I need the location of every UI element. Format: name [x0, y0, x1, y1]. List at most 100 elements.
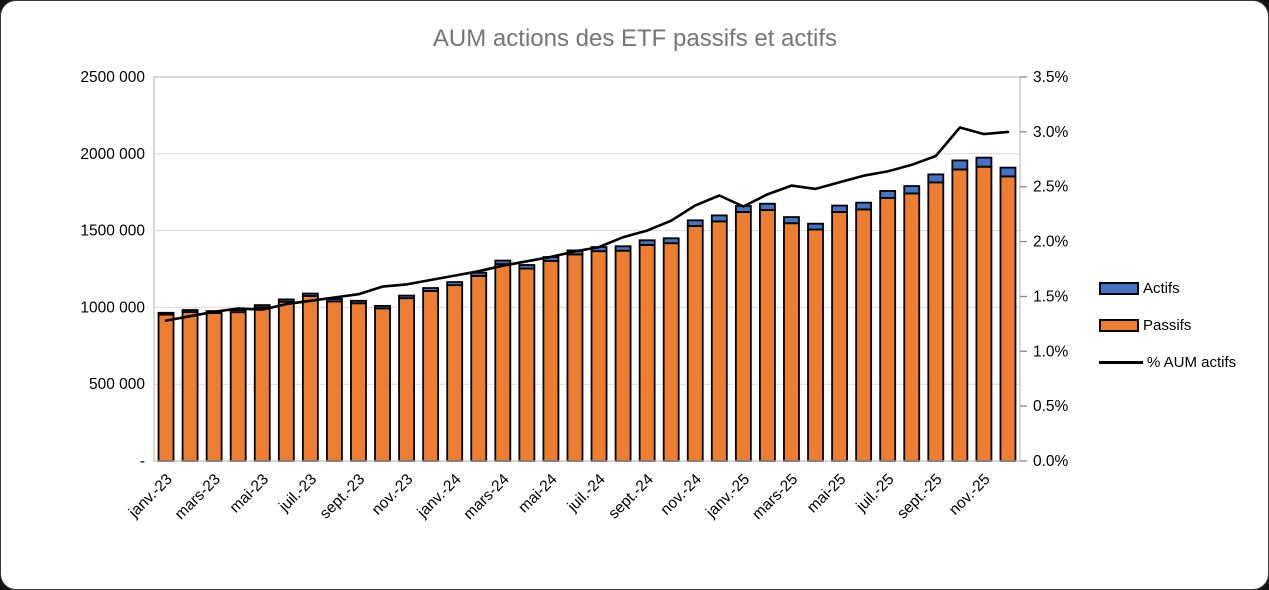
bar-passifs [422, 290, 440, 462]
bar-passifs [350, 302, 367, 462]
chart-legend: Actifs Passifs % AUM actifs [1099, 277, 1236, 373]
left-axis-label: 2000 000 [80, 146, 145, 163]
bar-actifs [157, 311, 175, 316]
x-axis-label: mai-25 [804, 471, 850, 517]
left-axis-label: 1500 000 [80, 223, 145, 240]
bar-passifs [807, 228, 824, 462]
legend-label-pct-aum-actifs: % AUM actifs [1147, 353, 1237, 371]
bar-actifs [759, 202, 776, 211]
x-axis-label: mai-23 [227, 471, 273, 517]
x-axis-label: nov.-23 [369, 471, 417, 519]
bar-passifs [710, 220, 728, 462]
bar-actifs [662, 237, 680, 245]
bar-actifs [277, 298, 295, 303]
bar-actifs [181, 309, 199, 313]
bar-actifs [614, 245, 632, 252]
bar-actifs [783, 216, 800, 225]
x-axis-label: sept.-24 [605, 471, 657, 523]
bar-passifs [638, 243, 656, 462]
legend-item-actifs: Actifs [1099, 277, 1236, 299]
x-axis-label: nov.-24 [657, 471, 705, 519]
bar-actifs [229, 309, 247, 314]
bar-actifs [951, 159, 969, 171]
bar-actifs [350, 299, 367, 305]
bar-passifs [374, 307, 391, 462]
legend-item-passifs: Passifs [1099, 314, 1236, 336]
left-axis-label: - [140, 453, 145, 470]
bar-actifs [374, 304, 391, 310]
bar-passifs [542, 259, 560, 462]
bar-actifs [975, 156, 993, 168]
bar-passifs [759, 209, 776, 462]
bar-actifs [686, 219, 704, 227]
bar-actifs [301, 292, 319, 297]
bar-actifs [398, 294, 415, 300]
right-axis-label: 3.5% [1033, 69, 1069, 86]
x-axis-label: juil.-25 [853, 471, 898, 516]
bar-actifs [807, 222, 824, 231]
left-axis-label: 500 000 [89, 376, 145, 393]
bar-actifs [638, 239, 656, 246]
bar-passifs [566, 253, 584, 462]
bar-actifs [879, 190, 897, 199]
bar-passifs [446, 284, 464, 462]
left-axis-label: 2500 000 [80, 69, 145, 86]
x-axis-label: janv.-24 [414, 471, 465, 522]
bar-passifs [470, 275, 488, 462]
bar-passifs [686, 225, 704, 462]
bar-passifs [903, 192, 921, 462]
x-axis-label: janv.-25 [702, 471, 753, 522]
bar-actifs [518, 264, 536, 270]
bar-passifs [614, 249, 632, 462]
right-axis-label: 2.0% [1033, 234, 1069, 251]
x-axis-label: mars-23 [172, 471, 224, 523]
bar-passifs [734, 211, 752, 462]
right-axis-label: 1.5% [1033, 288, 1069, 305]
bar-passifs [157, 313, 175, 462]
bar-passifs [398, 297, 415, 462]
x-axis-label: mars-24 [460, 471, 512, 523]
bar-actifs [855, 201, 873, 211]
legend-swatch-passifs [1099, 318, 1139, 332]
x-axis-label: mai-24 [515, 471, 561, 517]
right-axis-label: 3.0% [1033, 124, 1069, 141]
x-axis-label: janv.-23 [125, 471, 176, 522]
bar-passifs [301, 295, 319, 462]
bar-actifs [470, 271, 488, 277]
bar-passifs [927, 181, 945, 462]
bar-passifs [229, 311, 247, 462]
pct-line [164, 126, 1010, 322]
bar-passifs [277, 300, 295, 462]
bar-passifs [181, 311, 199, 462]
bar-actifs [253, 304, 271, 309]
bar-passifs [975, 165, 993, 462]
right-axis-label: 2.5% [1033, 179, 1069, 196]
bar-passifs [253, 306, 271, 462]
bar-passifs [205, 312, 223, 462]
bar-actifs [710, 214, 728, 223]
right-axis-label: 0.0% [1033, 453, 1069, 470]
bar-actifs [494, 259, 512, 265]
chart-title: AUM actions des ETF passifs et actifs [433, 25, 837, 52]
bar-actifs [446, 281, 464, 287]
bar-passifs [855, 208, 873, 462]
plot-border [153, 76, 1021, 462]
legend-swatch-pct-line [1099, 360, 1143, 364]
left-axis-label: 1000 000 [80, 299, 145, 316]
x-axis-label: sept.-23 [317, 471, 369, 523]
legend-label-passifs: Passifs [1143, 316, 1192, 334]
bar-passifs [326, 300, 343, 462]
bar-passifs [951, 168, 969, 462]
x-axis-label: juil.-24 [564, 471, 609, 516]
right-axis-label: 1.0% [1033, 343, 1069, 360]
bar-passifs [783, 222, 800, 462]
x-axis-label: juil.-23 [275, 471, 320, 516]
bar-actifs [927, 173, 945, 184]
bar-passifs [518, 267, 536, 462]
bar-passifs [662, 242, 680, 462]
bar-actifs [422, 287, 440, 292]
x-axis-label: mars-25 [749, 471, 801, 523]
legend-label-actifs: Actifs [1143, 279, 1180, 297]
